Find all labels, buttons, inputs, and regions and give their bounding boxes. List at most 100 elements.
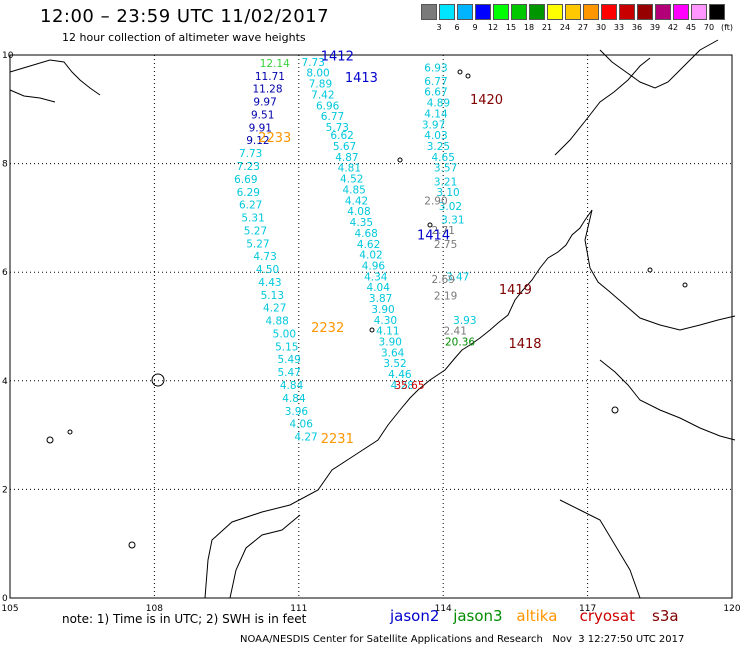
swh-value: 20.36 (445, 337, 475, 349)
colorbar-label: 21 (541, 23, 553, 32)
swh-value: 3.90 (379, 337, 402, 349)
swh-value: 7.73 (302, 57, 325, 69)
swh-value: 4.73 (253, 251, 276, 263)
colorbar-swatch (493, 4, 509, 20)
lon-tick-label: 108 (146, 604, 163, 614)
swh-value: 12.14 (260, 58, 290, 70)
colorbar-label: 9 (472, 23, 478, 32)
colorbar-swatch (457, 4, 473, 20)
swh-value: 6.77 (321, 111, 344, 123)
swh-value: 4.11 (376, 326, 399, 338)
swh-value: 4.87 (335, 152, 358, 164)
pass-label: 1412 (321, 49, 354, 64)
swh-value: 3.93 (453, 315, 476, 327)
colorbar-swatch (673, 4, 689, 20)
swh-value: 6.96 (316, 100, 340, 112)
swh-value: 4.68 (354, 228, 377, 240)
borneo-coast (204, 209, 593, 599)
pass-label: 2231 (321, 432, 354, 447)
credit-line: NOAA/NESDIS Center for Satellite Applica… (240, 634, 685, 645)
swh-value: 5.67 (333, 141, 356, 153)
swh-value: 5.15 (275, 341, 298, 353)
swh-value: 2.75 (434, 239, 457, 251)
colorbar-swatch (565, 4, 581, 20)
swh-value: 6.27 (239, 200, 262, 212)
swh-value: 5.31 (241, 213, 264, 225)
coastline (9, 39, 736, 599)
swh-value: 5.13 (261, 290, 284, 302)
swh-value: 4.46 (388, 369, 412, 381)
swh-value: 4.08 (347, 206, 370, 218)
colorbar-label: 27 (577, 23, 589, 32)
colorbar-label: 12 (487, 23, 499, 32)
colorbar-swatch (511, 4, 527, 20)
colorbar-label: 15 (505, 23, 517, 32)
swh-value: 4.06 (290, 419, 314, 431)
swh-value: 35.65 (394, 380, 424, 392)
swh-value: 4.14 (424, 108, 448, 120)
swh-value: 3.90 (371, 304, 394, 316)
swh-value: 11.28 (252, 84, 282, 96)
axis-ticks: 105 108 111 114 117 120 0 2 4 6 8 10 (1, 51, 740, 614)
swh-value: 3.25 (427, 141, 450, 153)
swh-value: 6.69 (234, 174, 257, 186)
swh-value: 3.52 (383, 358, 406, 370)
swh-value: 7.73 (239, 148, 262, 160)
swh-value: 3.64 (381, 347, 405, 359)
lat-tick-label: 2 (2, 485, 8, 495)
legend-jason2: jason2 (390, 607, 440, 625)
swh-value: 4.27 (263, 303, 286, 315)
borneo-east (584, 209, 736, 331)
pass-label: 1419 (499, 283, 532, 298)
swh-value: 5.47 (277, 367, 300, 379)
lon-tick-label: 117 (579, 604, 596, 614)
swh-value: 4.89 (427, 98, 450, 110)
legend-jason3: jason3 (453, 607, 503, 625)
lat-tick-label: 6 (2, 268, 8, 278)
lon-tick-label: 111 (290, 604, 307, 614)
colorbar-label: 24 (559, 23, 571, 32)
swh-value: 4.27 (294, 432, 317, 444)
pass-label: 1420 (470, 93, 503, 108)
colorbar-swatch (421, 4, 437, 20)
swh-value: 4.84 (282, 393, 306, 405)
colorbar-swatch (439, 4, 455, 20)
colorbar-swatch (547, 4, 563, 20)
map-subtitle: 12 hour collection of altimeter wave hei… (62, 31, 306, 44)
borneo-interior (229, 514, 301, 599)
colorbar-label: 33 (613, 23, 625, 32)
swh-value: 4.52 (340, 174, 363, 186)
lat-lon-grid (9, 54, 733, 599)
colorbar-label: 42 (667, 23, 679, 32)
colorbar-label: 36 (631, 23, 643, 32)
swh-value: 4.62 (357, 239, 380, 251)
lat-tick-label: 10 (2, 51, 14, 61)
swh-value: 7.23 (237, 161, 260, 173)
swh-value: 3.31 (441, 214, 464, 226)
swh-value: 3.57 (434, 163, 457, 175)
satellite-tracks: 12.1411.7111.289.979.519.919.127.737.236… (234, 57, 476, 444)
vietnam-coast (9, 59, 101, 96)
luzon (599, 39, 719, 89)
swh-value: 4.03 (424, 130, 447, 142)
swh-value: 5.27 (246, 238, 269, 250)
footnote: note: 1) Time is in UTC; 2) SWH is in fe… (62, 612, 307, 626)
colorbar-swatch (709, 4, 725, 20)
colorbar-label: 30 (595, 23, 607, 32)
swh-value: 4.35 (350, 217, 373, 229)
swh-value: 4.42 (345, 195, 368, 207)
swh-value: 9.12 (246, 135, 269, 147)
swh-value: 4.84 (280, 380, 304, 392)
colorbar-swatch (691, 4, 707, 20)
pass-label: 1413 (345, 71, 378, 86)
swh-value: 3.97 (422, 119, 445, 131)
swh-value: 3.96 (285, 406, 309, 418)
swh-value: 4.81 (338, 163, 361, 175)
swh-value: 4.50 (256, 264, 279, 276)
colorbar-swatch (583, 4, 599, 20)
colorbar-swatch (475, 4, 491, 20)
lat-tick-label: 8 (2, 160, 8, 170)
swh-value: 11.71 (255, 71, 285, 83)
swh-value: 2.41 (444, 326, 467, 338)
